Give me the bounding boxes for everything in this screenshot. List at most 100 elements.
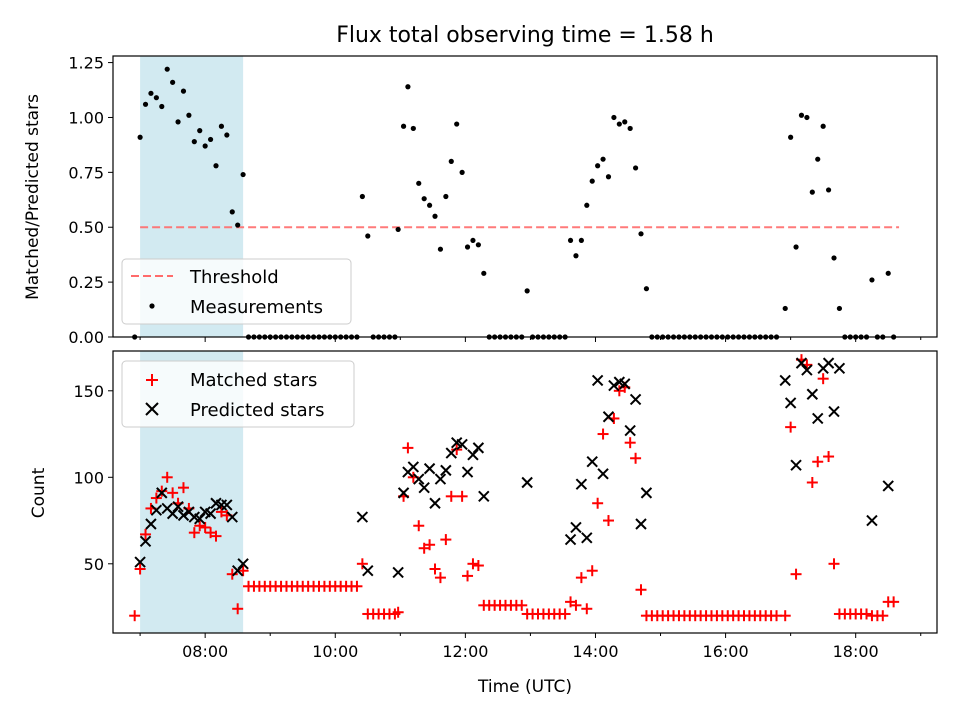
predicted-star-point: [624, 424, 636, 437]
measurement-point: [443, 193, 449, 200]
predicted-star-point: [418, 481, 430, 494]
matched-star-point: [356, 558, 368, 570]
predicted-star-point: [134, 556, 146, 568]
matched-star-point: [823, 451, 835, 463]
measurement-point: [137, 134, 143, 140]
x-tick-label: 08:00: [182, 642, 228, 661]
predicted-star-point: [790, 459, 802, 471]
matched-star-point: [597, 428, 609, 440]
measurement-point: [240, 171, 246, 178]
legend-measurements-swatch: [149, 303, 155, 309]
bottom-x-label: Time (UTC): [477, 677, 572, 697]
matched-star-point: [806, 476, 818, 488]
measurement-point: [405, 84, 411, 90]
measurement-point: [459, 169, 465, 175]
predicted-star-point: [440, 464, 452, 477]
measurement-point: [584, 202, 590, 208]
measurement-point: [164, 66, 170, 72]
y-tick-label: 1.00: [68, 108, 104, 127]
matched-star-point: [188, 527, 200, 539]
measurement-point: [793, 244, 799, 250]
matched-star-point: [429, 563, 441, 575]
predicted-star-point: [521, 476, 533, 489]
predicted-star-point: [145, 518, 157, 530]
measurement-point: [448, 158, 454, 164]
measurement-point: [825, 187, 832, 193]
top-y-label: Matched/Predicted stars: [23, 94, 43, 300]
predicted-star-point: [828, 405, 840, 418]
x-tick-label: 14:00: [572, 642, 618, 661]
measurement-point: [159, 103, 165, 110]
top-legend-box: [121, 258, 352, 325]
predicted-star-point: [172, 500, 184, 513]
predicted-star-point: [866, 514, 878, 527]
measurement-point: [180, 88, 187, 94]
measurement-point: [218, 123, 225, 129]
measurement-point: [410, 125, 416, 132]
predicted-star-point: [413, 473, 425, 485]
matched-star-point: [161, 471, 173, 483]
legend-matched-swatch: [146, 374, 158, 386]
predicted-star-point: [801, 364, 813, 376]
measurement-point: [400, 123, 407, 129]
measurement-point: [643, 286, 650, 292]
top-legend: Threshold Measurements: [121, 258, 352, 325]
predicted-star-point: [806, 388, 819, 400]
measurement-point: [605, 174, 612, 180]
measurement-point: [869, 277, 875, 283]
measurement-point: [142, 101, 149, 107]
top-panel: 0.00 0.25 0.50 0.75 1.00 1.25 Matched/Predict…: [23, 54, 938, 347]
predicted-star-point: [784, 397, 797, 409]
measurement-point: [782, 305, 788, 312]
matched-star-point: [392, 606, 404, 618]
predicted-star-point: [478, 490, 490, 503]
measurement-point: [836, 305, 843, 312]
measurement-point: [524, 288, 530, 294]
measurement-point: [616, 121, 622, 127]
measurement-point: [475, 242, 481, 248]
measurement-point: [213, 163, 219, 169]
measurement-point: [229, 209, 235, 215]
top-measurement-points: [132, 66, 897, 340]
chart-title: Flux total observing time = 1.58 h: [336, 23, 714, 48]
predicted-star-point: [177, 509, 190, 522]
matched-star-point: [413, 520, 425, 532]
top-y-axis: 0.00 0.25 0.50 0.75 1.00 1.25: [68, 54, 113, 347]
matched-star-point: [156, 485, 168, 497]
measurement-point: [224, 132, 230, 138]
predicted-star-point: [226, 511, 238, 523]
predicted-star-point: [597, 468, 609, 480]
measurement-point: [437, 246, 444, 252]
matched-star-point: [817, 373, 829, 385]
matched-star-point: [602, 515, 614, 527]
predicted-star-point: [407, 461, 420, 473]
predicted-star-point: [586, 456, 598, 468]
bottom-legend-box: [121, 360, 355, 428]
measurement-point: [470, 237, 476, 244]
measurement-point: [820, 123, 826, 129]
legend-predicted-label: Predicted stars: [190, 400, 324, 421]
matched-star-point: [581, 603, 593, 615]
predicted-star-point: [139, 535, 152, 548]
matched-star-point: [210, 530, 222, 542]
measurement-point: [235, 222, 241, 228]
matched-star-point: [150, 492, 162, 504]
matched-star-point: [199, 521, 211, 533]
predicted-star-point: [356, 511, 369, 523]
matched-star-point: [226, 568, 238, 580]
predicted-star-point: [795, 357, 808, 369]
predicted-star-point: [231, 565, 244, 577]
matched-star-point: [790, 568, 802, 580]
legend-threshold-label: Threshold: [189, 267, 279, 288]
matched-star-point: [351, 580, 363, 592]
measurement-point: [600, 156, 606, 162]
predicted-star-point: [221, 499, 233, 511]
measurement-point: [454, 121, 460, 127]
predicted-star-point: [392, 566, 404, 579]
matched-star-point: [570, 599, 582, 611]
bottom-y-label: Count: [29, 467, 49, 518]
matched-star-point: [575, 572, 587, 584]
y-tick-label: 150: [73, 382, 104, 401]
predicted-star-point: [629, 393, 642, 406]
